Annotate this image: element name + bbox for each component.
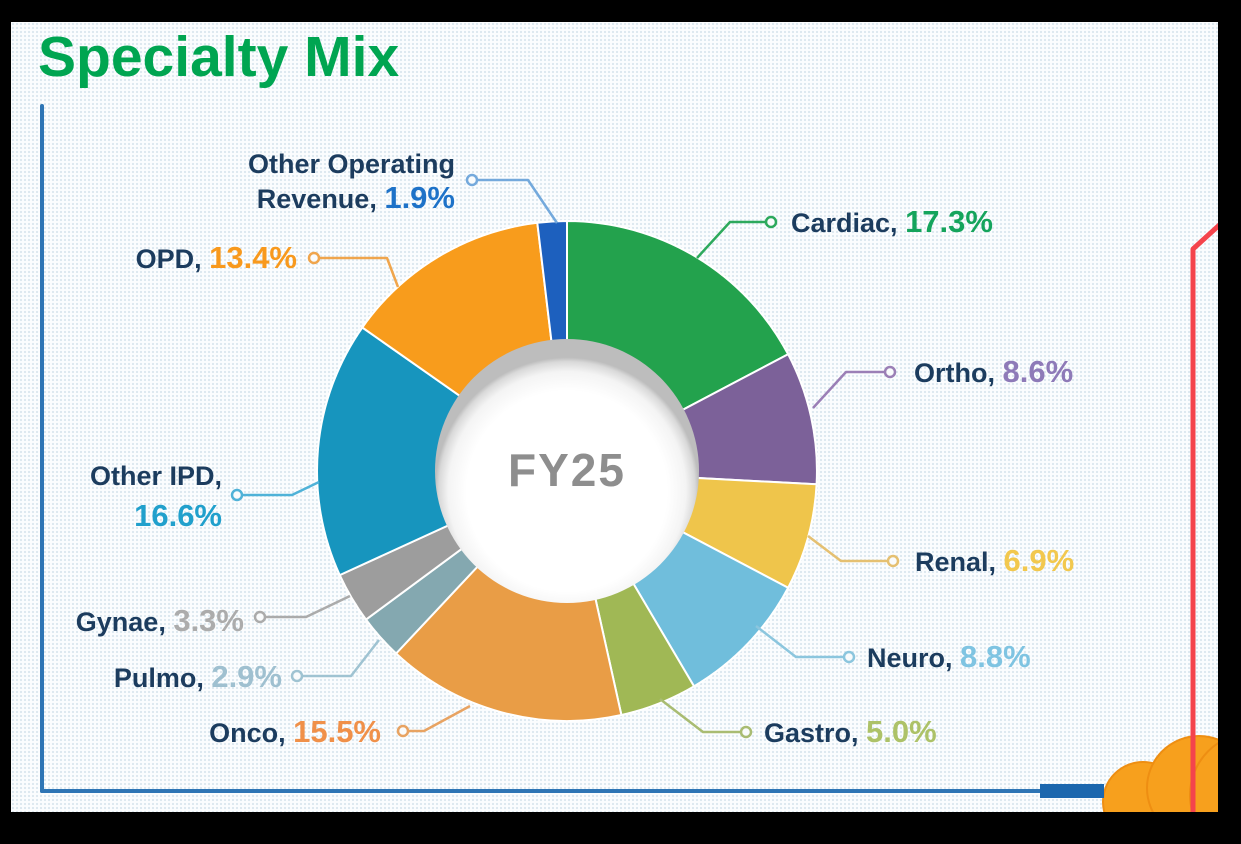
segment-name: Onco, — [209, 718, 294, 748]
leader-dot-onco — [396, 724, 410, 738]
cloud-decoration — [1102, 735, 1218, 812]
leader-line-renal — [807, 535, 893, 563]
segment-label-onco: Onco, 15.5% — [209, 713, 381, 751]
segment-value: 16.6% — [134, 498, 222, 533]
segment-label-other-operating-revenue: Other Operating Revenue, 1.9% — [248, 147, 455, 215]
leader-line-onco — [403, 704, 471, 733]
segment-name: Revenue, — [256, 184, 385, 214]
leader-line-pulmo — [297, 639, 380, 678]
segment-name: Cardiac, — [791, 208, 906, 238]
segment-name: Pulmo, — [113, 663, 212, 693]
segment-value: 6.9% — [1003, 543, 1075, 578]
leader-dot-other-operating-revenue — [465, 173, 479, 187]
page-title: Specialty Mix — [38, 25, 400, 89]
segment-value: 5.0% — [866, 714, 937, 749]
segment-value: 15.5% — [293, 714, 381, 749]
segment-name: Neuro, — [867, 643, 961, 673]
leader-dot-gastro — [739, 725, 753, 739]
segment-name: Other IPD, — [89, 461, 222, 491]
leader-dot-cardiac — [764, 215, 778, 229]
segment-name: Gynae, — [75, 607, 174, 637]
segment-label-pulmo: Pulmo, 2.9% — [114, 658, 282, 696]
segment-value: 8.6% — [1002, 354, 1074, 389]
segment-value: 8.8% — [960, 639, 1031, 674]
leader-line-opd — [314, 256, 400, 288]
segment-label-gynae: Gynae, 3.3% — [76, 602, 244, 640]
leader-dot-other-ipd — [230, 488, 244, 502]
donut-hole — [435, 339, 699, 603]
segment-name: Other Operating — [247, 149, 455, 179]
segment-label-cardiac: Cardiac, 17.3% — [791, 203, 993, 241]
segment-label-gastro: Gastro, 5.0% — [764, 713, 937, 751]
leader-lines — [230, 173, 900, 739]
leader-dot-neuro — [842, 650, 856, 664]
segment-name: OPD, — [135, 244, 210, 274]
leader-dot-gynae — [253, 610, 267, 624]
leader-line-gynae — [260, 594, 351, 619]
axis-bar-decoration — [1040, 784, 1104, 798]
donut-center-label: FY25 — [508, 444, 626, 496]
leader-line-neuro — [755, 625, 849, 659]
segment-label-neuro: Neuro, 8.8% — [867, 638, 1031, 676]
segment-label-ortho: Ortho, 8.6% — [914, 353, 1073, 391]
segment-label-opd: OPD, 13.4% — [136, 239, 297, 277]
red-trend-line — [1190, 222, 1218, 812]
segment-name: Gastro, — [764, 718, 867, 748]
segment-value: 13.4% — [209, 240, 297, 275]
leader-dot-renal — [886, 554, 900, 568]
segment-value: 1.9% — [384, 180, 455, 215]
axis-lines — [40, 104, 1104, 798]
segment-value: 2.9% — [211, 659, 282, 694]
leader-line-cardiac — [696, 220, 771, 259]
segment-value: 3.3% — [173, 603, 244, 638]
leader-line-gastro — [659, 698, 746, 734]
segment-label-renal: Renal, 6.9% — [915, 542, 1074, 580]
segment-name: Renal, — [915, 547, 1004, 577]
leader-line-other-ipd — [237, 480, 320, 497]
segment-label-other-ipd: Other IPD, 16.6% — [90, 456, 222, 536]
segment-value: 17.3% — [905, 204, 993, 239]
segment-name: Ortho, — [914, 358, 1003, 388]
leader-line-other-operating-revenue — [472, 178, 559, 224]
leader-dot-ortho — [883, 365, 897, 379]
leader-dot-opd — [307, 251, 321, 265]
leader-dot-pulmo — [290, 669, 304, 683]
leader-line-ortho — [812, 370, 890, 409]
